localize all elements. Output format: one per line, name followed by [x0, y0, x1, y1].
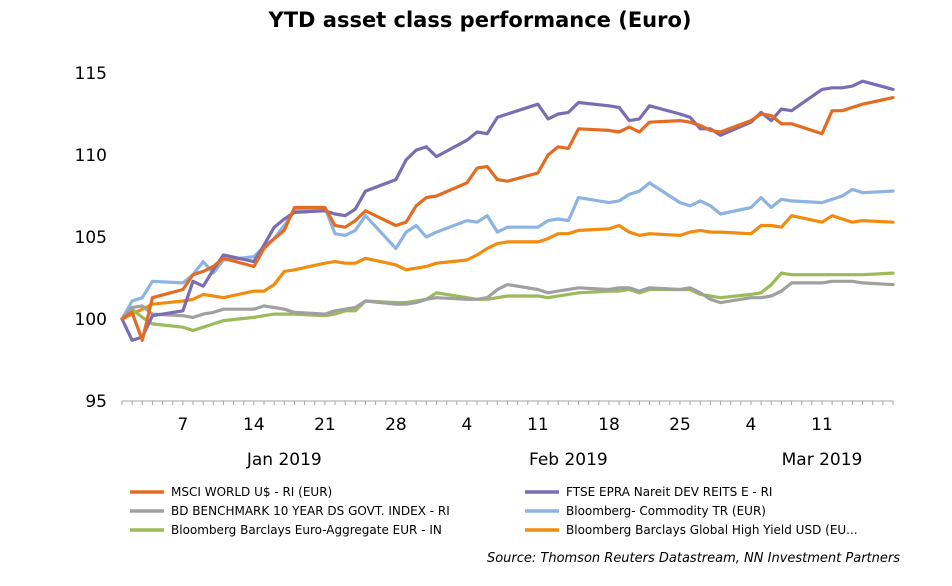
month-label: Feb 2019 [529, 450, 608, 470]
x-tick-label: 7 [177, 415, 188, 435]
y-axis: 95 100 105 110 115 [75, 64, 107, 412]
legend-label: MSCI WORLD U$ - RI (EUR) [171, 485, 332, 499]
y-tick-label: 100 [75, 310, 107, 330]
x-tick-label: 21 [314, 415, 336, 435]
legend-label: FTSE EPRA Nareit DEV REITS E - RI [566, 485, 772, 499]
x-tick-label: 14 [243, 415, 265, 435]
x-tick-label: 11 [811, 415, 833, 435]
x-tick-label: 11 [527, 415, 549, 435]
x-tick-label: 28 [385, 415, 407, 435]
x-tick-label: 25 [669, 415, 691, 435]
x-tick-label: 4 [746, 415, 757, 435]
month-label: Mar 2019 [782, 450, 863, 470]
y-tick-label: 95 [85, 392, 107, 412]
series-line-0 [120, 95, 895, 342]
source-note: Source: Thomson Reuters Datastream, NN I… [487, 551, 900, 566]
series-lines [120, 79, 895, 342]
legend: MSCI WORLD U$ - RI (EUR) FTSE EPRA Nareit… [130, 485, 858, 537]
series-line-5 [120, 214, 895, 321]
x-tick-label: 4 [462, 415, 473, 435]
legend-label: Bloomberg- Commodity TR (EUR) [566, 504, 766, 518]
series-line-4 [120, 271, 895, 333]
x-tick-label: 18 [598, 415, 620, 435]
month-label: Jan 2019 [246, 450, 322, 470]
legend-label: Bloomberg Barclays Global High Yield USD… [566, 523, 858, 537]
series-line-2 [120, 279, 895, 321]
y-tick-label: 110 [75, 146, 107, 166]
chart-title: YTD asset class performance (Euro) [268, 8, 692, 32]
legend-label: Bloomberg Barclays Euro-Aggregate EUR - … [171, 523, 442, 537]
y-tick-label: 105 [75, 228, 107, 248]
y-tick-label: 115 [75, 64, 107, 84]
x-axis: 7 14 21 28 4 11 18 25 4 11 Jan 2019 Feb 2019 Mar 201… [121, 400, 894, 470]
series-line-3 [120, 181, 895, 321]
legend-label: BD BENCHMARK 10 YEAR DS GOVT. INDEX - RI [171, 504, 450, 518]
